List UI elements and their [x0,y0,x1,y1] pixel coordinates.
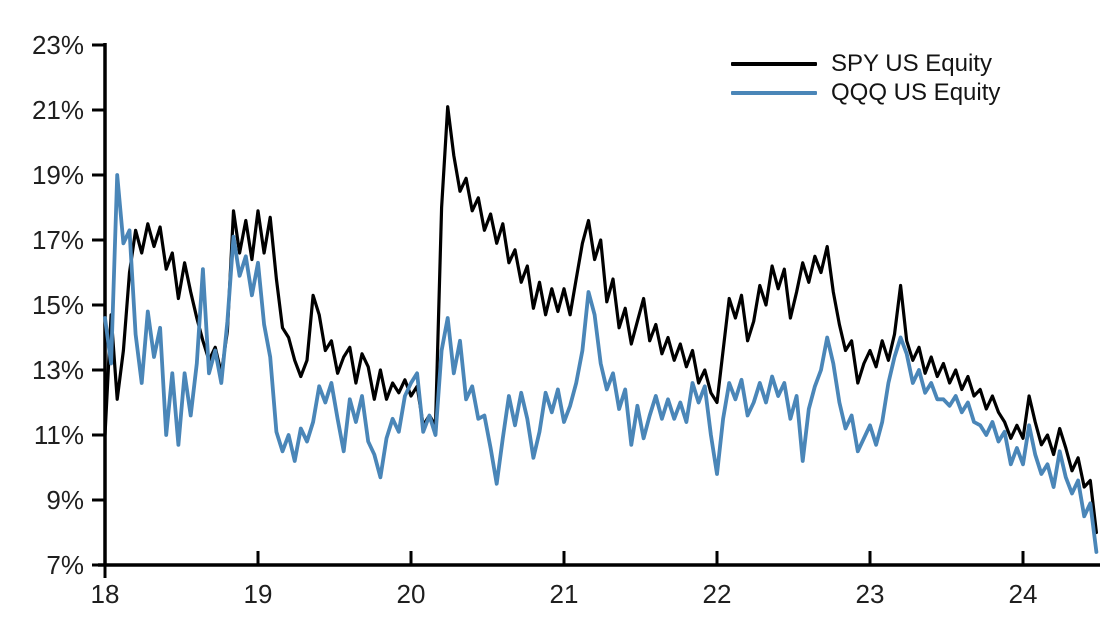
y-tick-label: 21% [32,95,84,125]
x-tick-label: 22 [703,579,732,609]
qqq-line-swatch [731,90,817,95]
x-tick-label: 24 [1009,579,1038,609]
x-tick-label: 21 [550,579,579,609]
legend-item-qqq: QQQ US Equity [731,78,1000,107]
y-tick-label: 9% [46,485,84,515]
y-tick-label: 23% [32,30,84,60]
y-tick-label: 13% [32,355,84,385]
chart-legend: SPY US Equity QQQ US Equity [731,49,1000,107]
legend-item-spy: SPY US Equity [731,49,1000,78]
y-tick-label: 11% [34,420,84,450]
x-tick-label: 18 [91,579,120,609]
spy-line [103,105,1099,535]
y-tick-label: 7% [46,550,84,580]
spy-legend-label: SPY US Equity [831,50,992,77]
y-tick-label: 17% [32,225,84,255]
x-tick-label: 20 [397,579,426,609]
spy-line-swatch [731,61,817,66]
x-tick-label: 19 [244,579,273,609]
y-tick-label: 15% [32,290,84,320]
qqq-legend-label: QQQ US Equity [831,79,1001,106]
y-tick-label: 19% [32,160,84,190]
x-tick-label: 23 [856,579,885,609]
qqq-line [103,173,1099,554]
